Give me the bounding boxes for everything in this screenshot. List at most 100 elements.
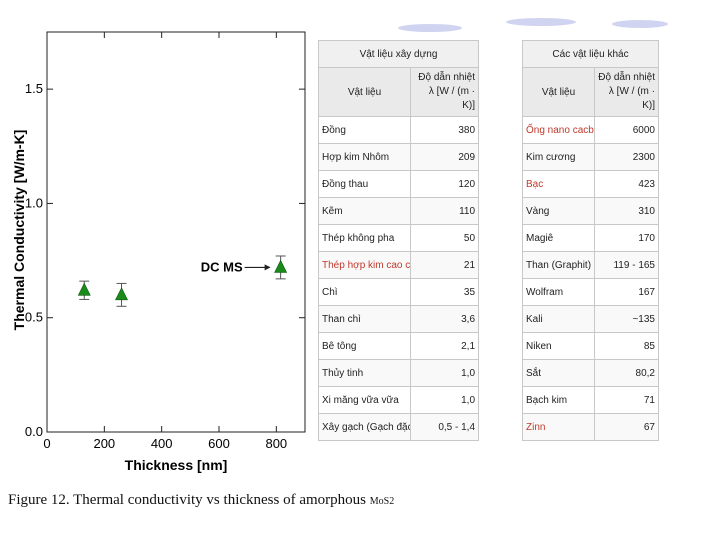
table-row: Kẽm 110	[318, 197, 480, 225]
column-header-material: Vật liệu	[318, 67, 411, 117]
table-row: Đồng thau 120	[318, 170, 480, 198]
conductivity-value: 6000	[594, 116, 659, 144]
decor-blob-3	[612, 20, 668, 28]
material-name: Hợp kim Nhôm	[318, 143, 411, 171]
table-row: Vàng 310	[522, 197, 659, 225]
material-name: Magiê	[522, 224, 595, 252]
material-name: Kẽm	[318, 197, 411, 225]
caption-chem: MoS2	[369, 496, 395, 507]
y-axis-title: Thermal Conductivity [W/m-K]	[11, 130, 27, 331]
table-row: Thủy tinh 1,0	[318, 359, 480, 387]
column-header-conductivity: Độ dẫn nhiệt λ [W / (m · K)]	[594, 67, 659, 117]
conductivity-value: 21	[409, 251, 480, 279]
conductivity-value: 119 - 165	[594, 251, 659, 279]
material-name: Xây gạch (Gạch đặc)	[318, 413, 411, 441]
conductivity-value: 1,0	[409, 386, 480, 414]
annotation-arrowhead	[264, 264, 271, 271]
table-row: Bạch kim 71	[522, 386, 659, 414]
conductivity-value: 170	[594, 224, 659, 252]
table-row: Kim cương 2300	[522, 143, 659, 171]
conductivity-value: 67	[594, 413, 659, 441]
conductivity-value: ~135	[594, 305, 659, 333]
table-row: Ống nano cacbon6000	[522, 116, 659, 144]
data-points	[77, 255, 288, 307]
table-row: Kali ~135	[522, 305, 659, 333]
material-name: Kim cương	[522, 143, 595, 171]
decor-blob-1	[398, 24, 462, 32]
y-tick-label: 1.5	[25, 81, 43, 96]
table-row: Zinn 67	[522, 413, 659, 441]
table-row: Hợp kim Nhôm 209	[318, 143, 480, 171]
y-tick-label: 1.0	[25, 195, 43, 210]
material-name: Đồng	[318, 116, 411, 144]
data-point	[274, 259, 288, 273]
conductivity-value: 3,6	[409, 305, 480, 333]
table-row: Bê tông 2,1	[318, 332, 480, 360]
data-point	[77, 282, 91, 296]
material-name: Kali	[522, 305, 595, 333]
conductivity-value: 50	[409, 224, 480, 252]
table-row: Than chì 3,6	[318, 305, 480, 333]
material-name: Than chì	[318, 305, 411, 333]
table-row: Than (Graphit) 119 - 165	[522, 251, 659, 279]
conductivity-value: 0,5 - 1,4	[409, 413, 480, 441]
x-tick-label: 0	[43, 436, 50, 451]
material-name: Vàng	[522, 197, 595, 225]
table-row: Niken 85	[522, 332, 659, 360]
conductivity-value: 71	[594, 386, 659, 414]
table-row: Đồng 380	[318, 116, 480, 144]
material-name: Wolfram	[522, 278, 595, 306]
conductivity-value: 80,2	[594, 359, 659, 387]
x-tick-label: 600	[208, 436, 230, 451]
table-row: Xi măng vữa vữa 1,0	[318, 386, 480, 414]
conductivity-value: 167	[594, 278, 659, 306]
conductivity-value: 380	[409, 116, 480, 144]
material-name: Bạc	[522, 170, 595, 198]
other-materials-table: Các vật liệu khác Vật liệu Độ dẫn nhiệt …	[522, 40, 659, 441]
material-name: Chì	[318, 278, 411, 306]
material-name: Than (Graphit)	[522, 251, 595, 279]
table-caption: Các vật liệu khác	[522, 40, 659, 68]
material-name: Bạch kim	[522, 386, 595, 414]
x-tick-label: 800	[265, 436, 287, 451]
conductivity-value: 110	[409, 197, 480, 225]
conductivity-value: 85	[594, 332, 659, 360]
figure-caption: Figure 12. Thermal conductivity vs thick…	[8, 492, 394, 509]
annotation-label: DC MS	[201, 259, 243, 274]
material-name: Thép hợp kim cao cấp V4A	[318, 251, 411, 279]
conductivity-value: 1,0	[409, 359, 480, 387]
conductivity-value: 423	[594, 170, 659, 198]
material-name: Niken	[522, 332, 595, 360]
material-name: Xi măng vữa vữa	[318, 386, 411, 414]
material-name: Ống nano cacbon	[522, 116, 595, 144]
y-tick-label: 0.0	[25, 424, 43, 439]
conductivity-value: 120	[409, 170, 480, 198]
y-tick-label: 0.5	[25, 310, 43, 325]
data-point	[115, 287, 129, 301]
table-row: Xây gạch (Gạch đặc) 0,5 - 1,4	[318, 413, 480, 441]
caption-text: Figure 12. Thermal conductivity vs thick…	[8, 492, 367, 508]
conductivity-value: 2300	[594, 143, 659, 171]
table-row: Thép hợp kim cao cấp V4A21	[318, 251, 480, 279]
plot-area	[46, 31, 306, 433]
material-name: Zinn	[522, 413, 595, 441]
conductivity-value: 35	[409, 278, 480, 306]
table-row: Sắt 80,2	[522, 359, 659, 387]
conductivity-value: 310	[594, 197, 659, 225]
x-axis: 0 200 400 600 800	[43, 32, 287, 451]
material-name: Thép không pha	[318, 224, 411, 252]
x-tick-label: 400	[151, 436, 173, 451]
material-name: Sắt	[522, 359, 595, 387]
table-row: Wolfram 167	[522, 278, 659, 306]
material-name: Đồng thau	[318, 170, 411, 198]
thermal-conductivity-chart: 0 200 400 600 800 0.0 0.5 1.0 1.5 DC MS Thickne…	[11, 31, 306, 473]
table-row: Magiê 170	[522, 224, 659, 252]
column-header-conductivity: Độ dẫn nhiệt λ [W / (m · K)]	[409, 67, 480, 117]
conductivity-value: 209	[409, 143, 480, 171]
material-name: Bê tông	[318, 332, 411, 360]
y-axis: 0.0 0.5 1.0 1.5	[25, 81, 305, 439]
x-tick-label: 200	[93, 436, 115, 451]
table-row: Bạc 423	[522, 170, 659, 198]
table-row: Thép không pha 50	[318, 224, 480, 252]
column-header-material: Vật liệu	[522, 67, 595, 117]
